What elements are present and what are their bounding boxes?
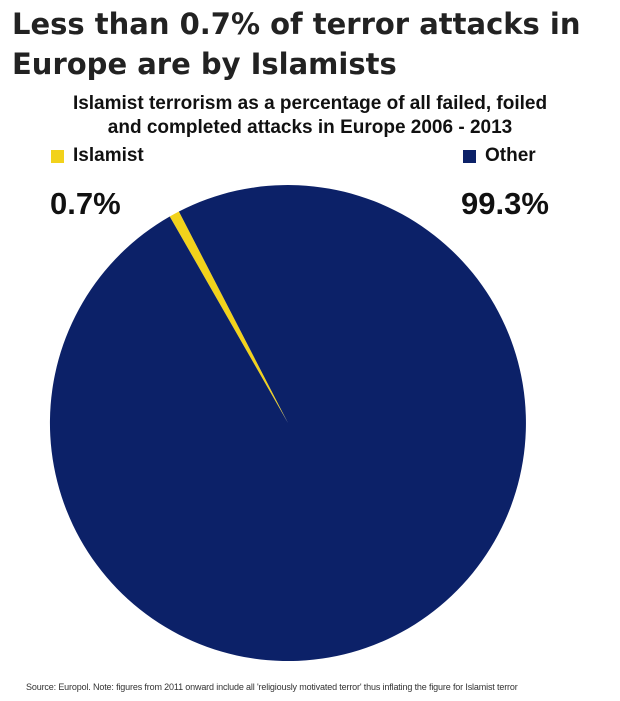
- legend-label-islamist: Islamist: [73, 145, 144, 166]
- legend-swatch-other: [463, 149, 476, 163]
- legend-swatch-islamist: [51, 149, 64, 163]
- headline: Less than 0.7% of terror attacks in Euro…: [12, 4, 612, 84]
- legend-item-other: Other: [463, 146, 536, 166]
- islamist-percentage-label: 0.7%: [50, 186, 121, 221]
- other-percentage-label: 99.3%: [461, 186, 549, 221]
- pie-slice-other: [49, 185, 526, 662]
- headline-line-2: Europe are by Islamists: [12, 47, 397, 81]
- legend-item-islamist: Islamist: [51, 146, 144, 166]
- subtitle-line-1: Islamist terrorism as a percentage of al…: [72, 93, 548, 114]
- subtitle-line-2: and completed attacks in Europe 2006 - 2…: [107, 117, 513, 138]
- headline-line-1: Less than 0.7% of terror attacks in: [12, 7, 581, 41]
- chart-subtitle: Islamist terrorism as a percentage of al…: [0, 92, 620, 140]
- pie-chart: [49, 185, 526, 662]
- pie-slice-islamist: [169, 211, 288, 423]
- legend-label-other: Other: [485, 145, 536, 166]
- source-note: Source: Europol. Note: figures from 2011…: [26, 682, 518, 692]
